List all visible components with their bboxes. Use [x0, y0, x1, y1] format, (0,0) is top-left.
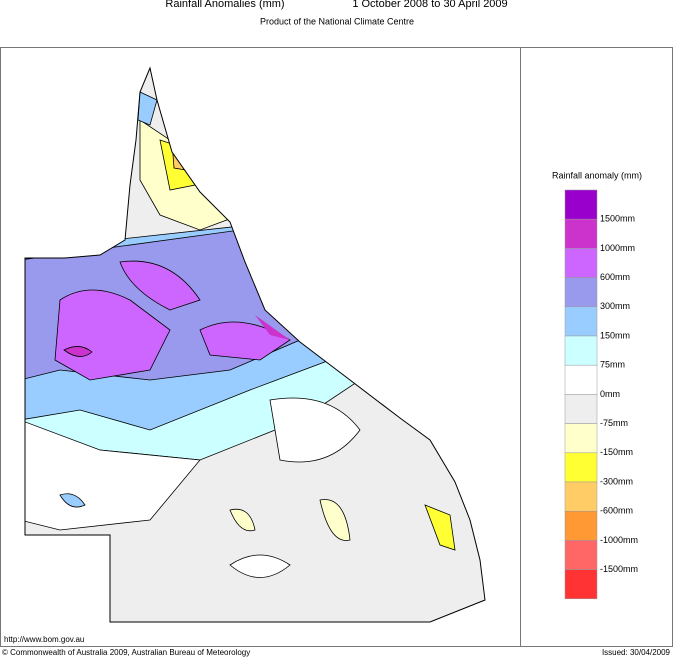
- footer-url: http://www.bom.gov.au: [4, 635, 84, 644]
- legend-label: -300mm: [600, 476, 633, 486]
- legend-title: Rainfall anomaly (mm): [552, 170, 642, 180]
- subtitle: Product of the National Climate Centre: [260, 16, 414, 26]
- legend-swatch: [564, 335, 598, 366]
- legend-swatch: [564, 189, 598, 220]
- legend-swatch: [564, 510, 598, 541]
- state-outline: [24, 66, 486, 623]
- legend-label: 0mm: [600, 389, 620, 399]
- legend-label: -75mm: [600, 418, 628, 428]
- footer-issued: Issued: 30/04/2009: [602, 648, 671, 657]
- legend-swatch: [564, 218, 598, 249]
- legend-label: -600mm: [600, 506, 633, 516]
- legend-swatch: [564, 540, 598, 570]
- legend-label: -150mm: [600, 447, 633, 457]
- legend-swatch: [564, 306, 598, 337]
- legend-label: 1500mm: [600, 214, 635, 224]
- legend-swatch: [564, 481, 598, 512]
- anomaly-map: [25, 68, 485, 622]
- legend-label: 150mm: [600, 330, 630, 340]
- legend-swatch: [564, 423, 598, 454]
- legend: 1500mm 1000mm 600mm 300mm 150mm 75mm 0mm -75mm -…: [564, 189, 638, 600]
- legend-label: 75mm: [600, 360, 625, 370]
- legend-frame: [520, 47, 673, 647]
- legend-swatch: [564, 364, 598, 395]
- legend-label: 300mm: [600, 301, 630, 311]
- legend-swatch: [564, 569, 598, 600]
- footer-copyright: © Commonwealth of Australia 2009, Austra…: [2, 648, 250, 657]
- legend-swatch: [564, 394, 598, 424]
- legend-label: -1500mm: [600, 564, 638, 574]
- period: 1 October 2008 to 30 April 2009: [352, 0, 507, 10]
- legend-swatch: [564, 277, 598, 308]
- legend-swatch: [564, 452, 598, 483]
- title: Rainfall Anomalies (mm): [165, 0, 284, 10]
- legend-swatch: [564, 248, 598, 278]
- legend-label: 600mm: [600, 272, 630, 282]
- legend-label: 1000mm: [600, 243, 635, 253]
- legend-label: -1000mm: [600, 535, 638, 545]
